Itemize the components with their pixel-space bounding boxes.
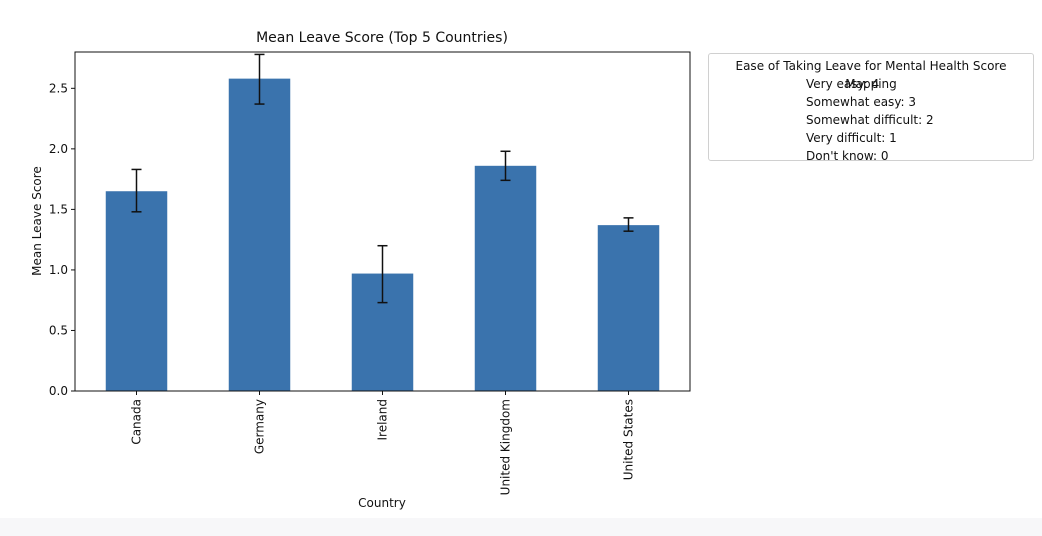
y-tick-label: 2.0 — [49, 142, 68, 156]
y-axis-label: Mean Leave Score — [30, 166, 44, 276]
chart-title: Mean Leave Score (Top 5 Countries) — [256, 30, 508, 46]
x-tick-label: United Kingdom — [499, 399, 513, 495]
x-tick-label: Canada — [130, 399, 144, 445]
legend-entry: Somewhat difficult: 2 — [806, 113, 934, 127]
x-axis-label: Country — [358, 496, 406, 510]
y-tick-label: 1.0 — [49, 263, 68, 277]
y-tick-label: 1.5 — [49, 202, 68, 216]
y-tick-label: 0.0 — [49, 384, 68, 398]
legend: Ease of Taking Leave for Mental Health S… — [708, 53, 1034, 163]
x-tick-label: Germany — [253, 399, 267, 454]
bar — [597, 225, 660, 391]
footer-strip — [0, 518, 1042, 536]
y-tick-label: 0.5 — [49, 323, 68, 337]
bar — [228, 78, 291, 391]
bar-chart: Mean Leave Score (Top 5 Countries) Canad… — [30, 30, 691, 510]
legend-title: Ease of Taking Leave for Mental Health S… — [735, 59, 1007, 91]
bar — [474, 165, 537, 391]
legend-entry: Somewhat easy: 3 — [806, 95, 917, 109]
legend-entry: Very easy: 4 — [806, 77, 880, 91]
plot-frame — [74, 51, 691, 392]
legend-entry: Don't know: 0 — [806, 149, 889, 163]
bar — [105, 191, 168, 391]
x-tick-label: United States — [622, 399, 636, 480]
legend-entries: Very easy: 4 Somewhat easy: 3 Somewhat d… — [796, 75, 946, 165]
x-tick-label: Ireland — [376, 399, 390, 441]
y-tick-label: 2.5 — [49, 81, 68, 95]
legend-entry: Very difficult: 1 — [806, 131, 897, 145]
